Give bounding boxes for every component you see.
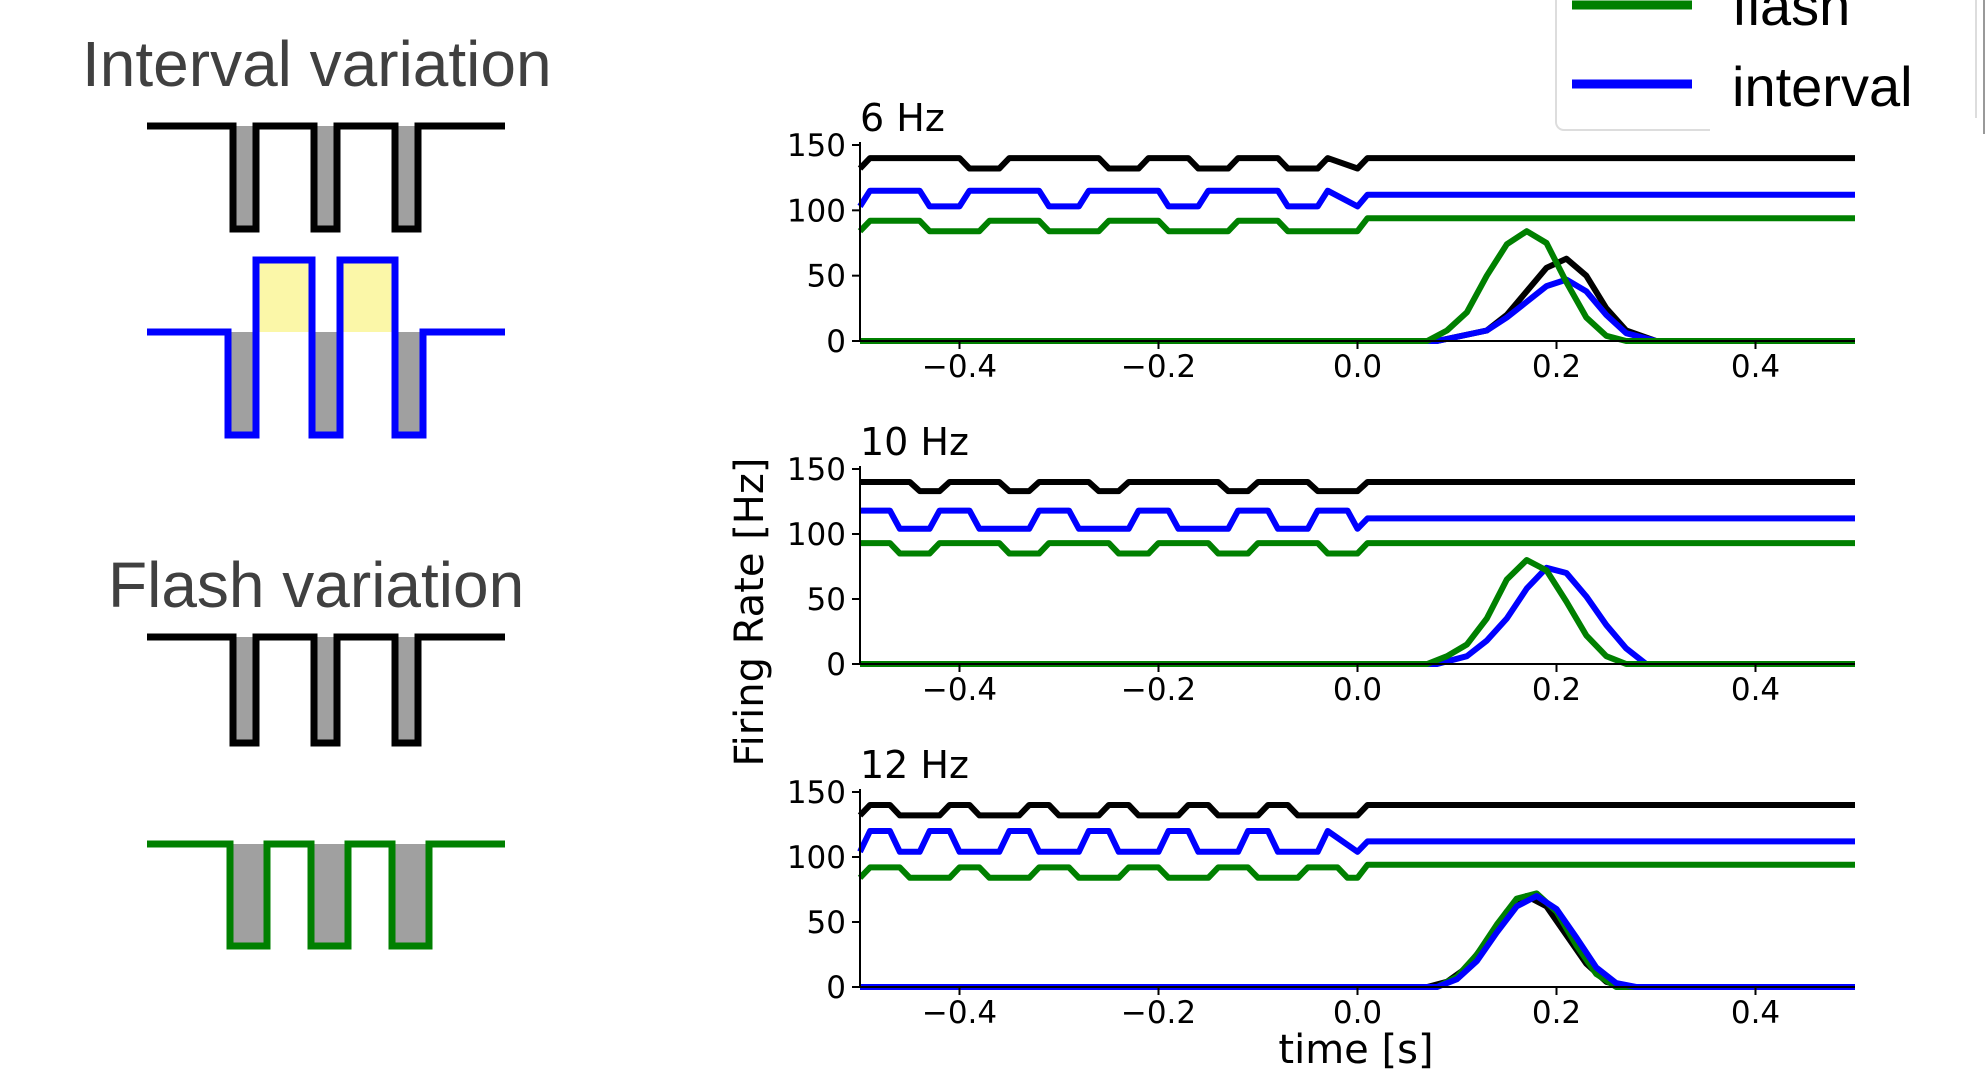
flash-standard-waveform-line <box>147 633 505 747</box>
pulse-fill <box>314 637 337 743</box>
interval-variation-title: Interval variation <box>82 28 552 100</box>
x-tick-label: 0.0 <box>1333 672 1382 708</box>
series-line <box>857 215 1855 235</box>
x-tick-label: 0.4 <box>1731 995 1780 1031</box>
interval-waveform-line <box>147 256 505 439</box>
y-tick-label: 100 <box>787 840 846 876</box>
series-line <box>860 557 1855 667</box>
flash-waveform-line <box>147 840 505 950</box>
chart-panel-10hz: 0 50 100 150 −0.4 −0.2 0.0 0.2 0.4 10 Hz <box>787 420 1855 708</box>
x-axis-label: time [s] <box>1278 1027 1433 1070</box>
standard-waveform-line <box>147 122 505 233</box>
flash-variation-title: Flash variation <box>108 549 524 621</box>
series-line <box>860 228 1855 344</box>
series-line <box>857 802 1855 819</box>
series-line <box>860 564 1855 667</box>
x-tick-label: 0.4 <box>1731 349 1780 385</box>
pulse-fill <box>312 332 340 435</box>
y-tick-label: 50 <box>807 582 846 618</box>
panel-title: 12 Hz <box>860 743 969 787</box>
y-tick-label: 0 <box>826 647 846 683</box>
y-tick-label: 150 <box>787 452 846 488</box>
legend-label-flash: flash <box>1732 0 1850 37</box>
flash-standard-waveform <box>147 633 505 747</box>
y-tick-label: 150 <box>787 775 846 811</box>
y-tick-label: 100 <box>787 193 846 229</box>
interval-fill <box>340 260 395 332</box>
pulse-fill <box>228 332 256 435</box>
pulse-fill <box>395 637 418 743</box>
pulse-fill <box>233 637 256 743</box>
pulse-fill <box>230 844 267 946</box>
series-line <box>860 890 1855 990</box>
legend: flash interval <box>1555 0 1985 138</box>
interval-varied-waveform <box>147 256 505 439</box>
series-line <box>857 861 1855 881</box>
interval-standard-waveform <box>147 122 505 233</box>
series-line <box>860 507 1855 532</box>
series-line <box>857 828 1855 855</box>
pulse-fill <box>395 332 423 435</box>
chart-panel-6hz: 0 50 100 150 −0.4 −0.2 0.0 0.2 0.4 6 Hz <box>787 96 1855 385</box>
legend-mask <box>1710 118 1980 138</box>
x-tick-label: −0.2 <box>1121 672 1196 708</box>
y-axis-label: Firing Rate [Hz] <box>727 458 773 767</box>
y-tick-label: 0 <box>826 324 846 360</box>
y-tick-label: 0 <box>826 970 846 1006</box>
x-tick-label: −0.4 <box>922 995 997 1031</box>
pulse-fill <box>311 844 348 946</box>
x-tick-label: −0.2 <box>1121 995 1196 1031</box>
x-tick-label: 0.4 <box>1731 672 1780 708</box>
chart-panel-12hz: 0 50 100 150 −0.4 −0.2 0.0 0.2 0.4 12 Hz <box>787 743 1855 1031</box>
series-line <box>860 540 1855 557</box>
series-line <box>860 893 1855 990</box>
x-tick-label: 0.2 <box>1532 672 1581 708</box>
series-line <box>860 893 1855 990</box>
legend-label-interval: interval <box>1732 55 1913 118</box>
series-line <box>860 276 1855 344</box>
x-tick-label: 0.0 <box>1333 995 1382 1031</box>
flash-varied-waveform <box>147 840 505 950</box>
y-tick-label: 50 <box>807 905 846 941</box>
pulse-fill <box>392 844 429 946</box>
x-tick-label: 0.0 <box>1333 349 1382 385</box>
x-tick-label: −0.4 <box>922 349 997 385</box>
panel-title: 10 Hz <box>860 420 969 464</box>
x-tick-label: 0.2 <box>1532 349 1581 385</box>
y-tick-label: 150 <box>787 128 846 164</box>
series-line <box>860 479 1855 495</box>
series-line <box>857 155 1855 172</box>
y-tick-label: 100 <box>787 517 846 553</box>
x-tick-label: 0.2 <box>1532 995 1581 1031</box>
pulse-fill <box>314 126 337 229</box>
series-line <box>857 187 1855 210</box>
interval-fill <box>258 260 315 332</box>
y-tick-label: 50 <box>807 259 846 295</box>
series-line <box>860 255 1855 344</box>
pulse-fill <box>233 126 256 229</box>
pulse-fill <box>395 126 418 229</box>
x-tick-label: −0.2 <box>1121 349 1196 385</box>
x-tick-label: −0.4 <box>922 672 997 708</box>
panel-title: 6 Hz <box>860 96 945 140</box>
